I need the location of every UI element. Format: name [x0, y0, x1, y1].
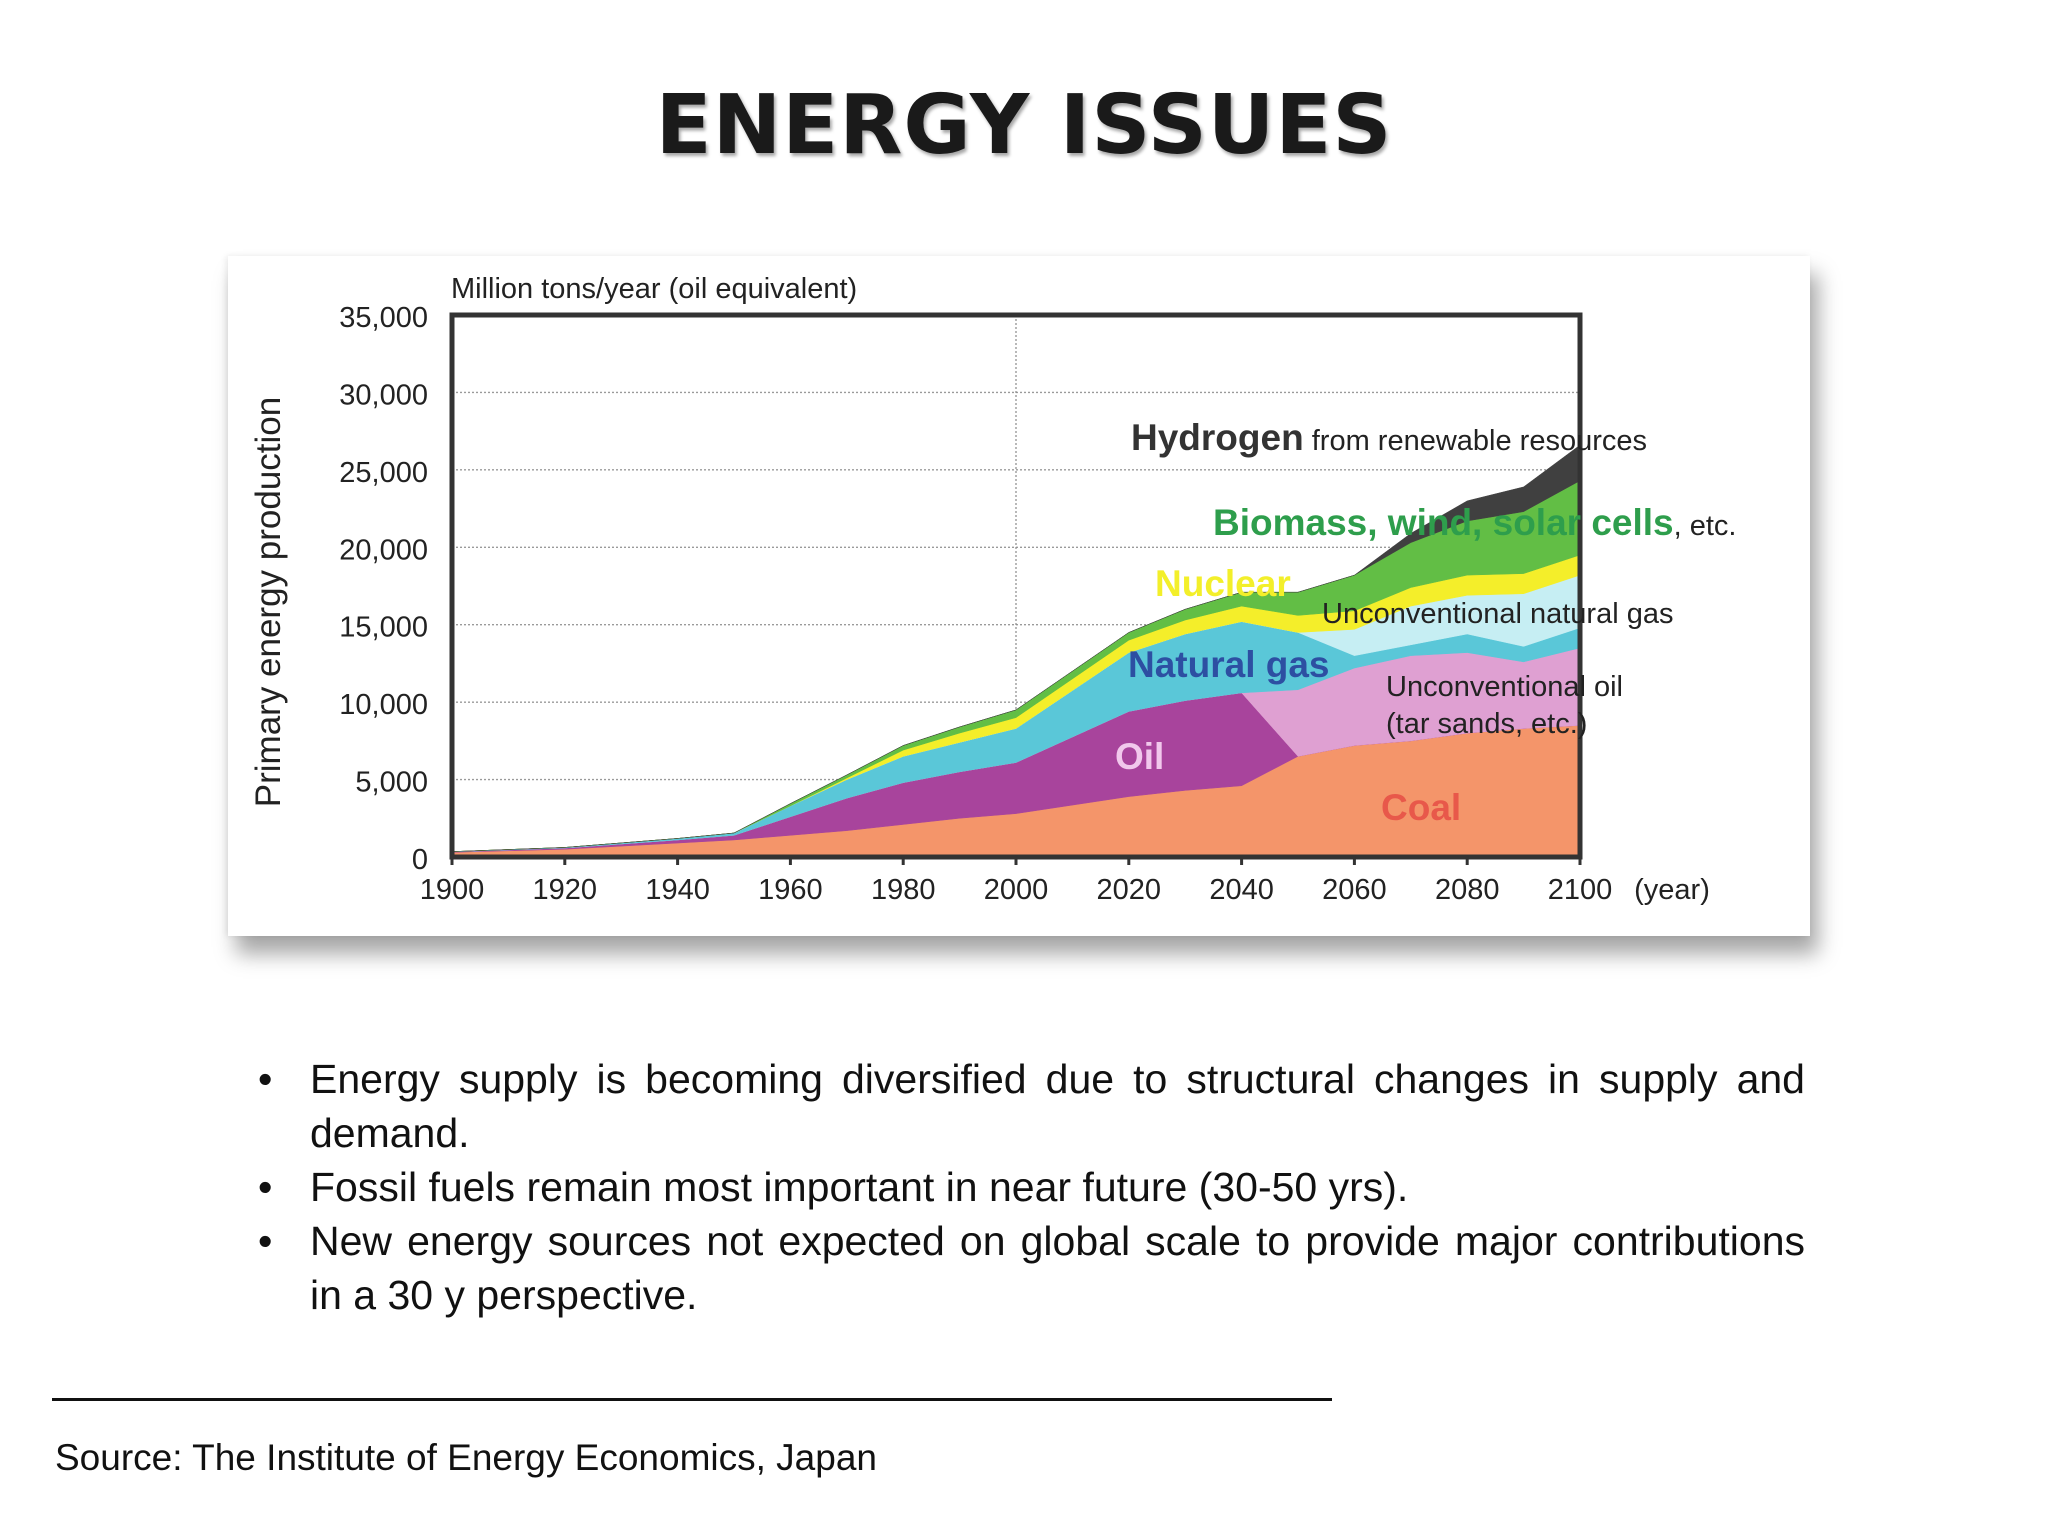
annotation-unconv-oil-2: (tar sands, etc.)	[1386, 708, 1587, 740]
x-tick-label: 1980	[871, 874, 936, 906]
bullet-item: • Energy supply is becoming diversified d…	[250, 1052, 1805, 1160]
annotation-natural-gas: Natural gas	[1128, 644, 1330, 685]
y-tick-label: 20,000	[339, 534, 428, 566]
x-unit-label: (year)	[1634, 874, 1710, 906]
annotation-bold: Biomass, wind, solar cells	[1213, 502, 1674, 543]
bullet-item: • Fossil fuels remain most important in n…	[250, 1160, 1805, 1214]
unit-label: Million tons/year (oil equivalent)	[451, 273, 857, 305]
annotation-text: from renewable resources	[1304, 425, 1647, 457]
annotation-bold: Oil	[1115, 736, 1164, 777]
annotation-text: Unconventional oil	[1386, 671, 1623, 703]
slide-title: ENERGY ISSUES	[655, 78, 1393, 173]
annotation-bold: Natural gas	[1128, 644, 1330, 685]
y-tick-label: 15,000	[339, 612, 428, 644]
bullet-dot: •	[258, 1056, 273, 1102]
bullet-text: Fossil fuels remain most important in ne…	[310, 1164, 1409, 1210]
annotation-bold: Nuclear	[1155, 563, 1291, 604]
bullet-text: New energy sources not expected on globa…	[310, 1218, 1805, 1318]
annotation-coal: Coal	[1381, 787, 1461, 828]
annotation-oil: Oil	[1115, 736, 1164, 777]
annotation-bold: Coal	[1381, 787, 1461, 828]
energy-production-chart: 0 5,000 10,000 15,000 20,000 25,000 30,000 35,0…	[249, 273, 1736, 906]
annotation-bold: Hydrogen	[1131, 417, 1304, 458]
bullet-item: • New energy sources not expected on glob…	[250, 1214, 1805, 1322]
annotation-text: Unconventional natural gas	[1322, 598, 1673, 630]
y-axis-label: Primary energy production	[249, 397, 288, 807]
x-tick-label: 2100	[1548, 874, 1613, 906]
y-tick-label: 35,000	[339, 302, 428, 334]
source-divider	[52, 1398, 1332, 1401]
x-tick-label: 1960	[758, 874, 823, 906]
bullet-text: Energy supply is becoming diversified du…	[310, 1056, 1805, 1156]
bullet-dot: •	[258, 1164, 273, 1210]
y-tick-label: 30,000	[339, 379, 428, 411]
y-tick-label: 0	[412, 844, 428, 876]
bullet-dot: •	[258, 1218, 273, 1264]
annotation-unconv-gas: Unconventional natural gas	[1322, 598, 1673, 630]
y-tick-label: 5,000	[355, 767, 428, 799]
annotation-biomass: Biomass, wind, solar cells, etc.	[1213, 502, 1736, 543]
annotation-nuclear: Nuclear	[1155, 563, 1291, 604]
annotation-text: , etc.	[1674, 510, 1737, 542]
x-tick-label: 2040	[1209, 874, 1274, 906]
annotation-unconv-oil: Unconventional oil	[1386, 671, 1623, 703]
chart-panel: 0 5,000 10,000 15,000 20,000 25,000 30,000 35,0…	[228, 256, 1810, 936]
x-tick-label: 1900	[420, 874, 485, 906]
x-tick-label: 2060	[1322, 874, 1387, 906]
source-note: Source: The Institute of Energy Economic…	[55, 1437, 877, 1478]
x-tick-label: 2000	[984, 874, 1049, 906]
annotation-hydrogen: Hydrogen from renewable resources	[1131, 417, 1647, 458]
y-tick-label: 25,000	[339, 457, 428, 489]
x-tick-label: 2080	[1435, 874, 1500, 906]
bullet-list: • Energy supply is becoming diversified d…	[250, 1052, 1805, 1322]
x-tick-label: 2020	[1097, 874, 1162, 906]
x-tick-label: 1920	[533, 874, 598, 906]
annotation-text: (tar sands, etc.)	[1386, 708, 1587, 740]
y-tick-label: 10,000	[339, 689, 428, 721]
x-tick-label: 1940	[645, 874, 710, 906]
